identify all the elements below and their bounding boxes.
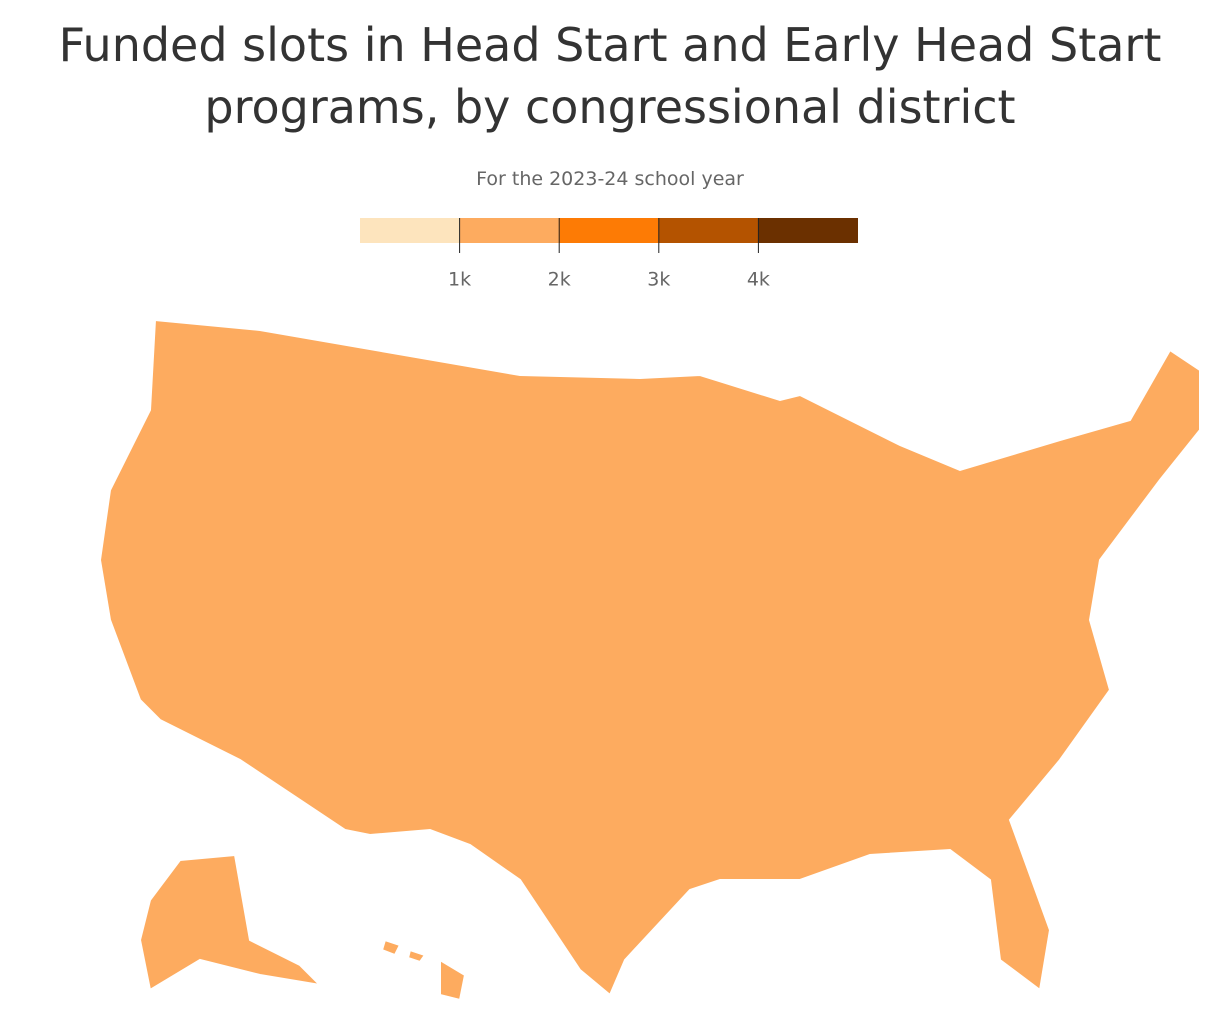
subtitle: For the 2023-24 school year <box>476 168 744 190</box>
alaska <box>138 853 323 992</box>
legend-tick-label: 1k <box>448 269 471 291</box>
legend-swatch <box>559 218 659 243</box>
map-shapes <box>98 318 1201 1002</box>
title: Funded slots in Head Start and Early Hea… <box>58 18 1162 134</box>
lower-48 <box>98 318 1201 997</box>
legend-swatch <box>658 218 759 243</box>
legend-swatch <box>459 218 560 243</box>
legend-tick-label: 2k <box>548 269 571 291</box>
legend-tick-label: 3k <box>647 269 670 291</box>
hawaii <box>439 958 467 1002</box>
hawaii <box>406 948 427 964</box>
legend-swatch <box>360 218 460 243</box>
legend-swatch <box>758 218 858 243</box>
hawaii <box>380 938 402 957</box>
legend-tick-label: 4k <box>747 269 770 291</box>
